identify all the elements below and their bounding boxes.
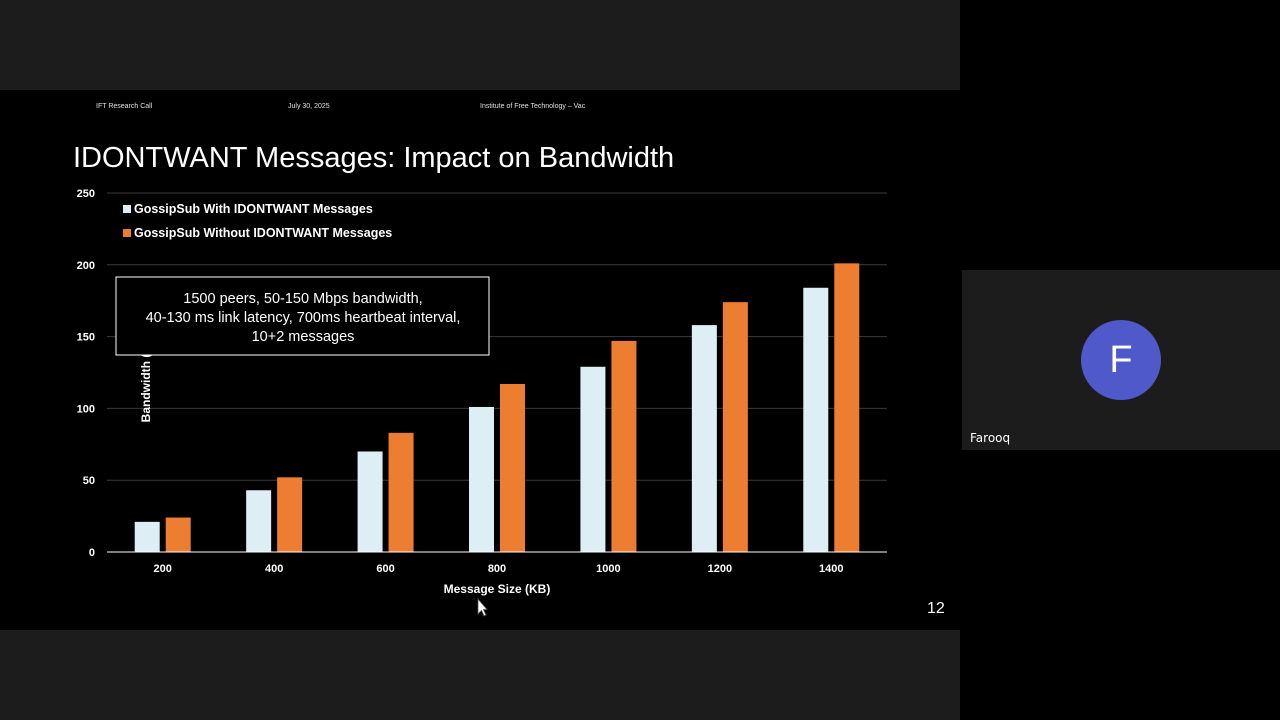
x-tick-label: 200: [154, 563, 172, 575]
x-tick-label: 1000: [596, 563, 620, 575]
bar-with-idontwant-600: [357, 451, 383, 552]
y-tick-label: 200: [77, 260, 95, 272]
y-tick-label: 100: [77, 403, 95, 415]
annotation-box: 1500 peers, 50-150 Mbps bandwidth, 40-13…: [115, 276, 490, 356]
stage-top-bar: [0, 0, 960, 90]
y-tick-label: 150: [77, 332, 95, 344]
bar-without-idontwant-600: [388, 432, 414, 552]
bar-with-idontwant-1400: [803, 287, 829, 552]
slide-title: IDONTWANT Messages: Impact on Bandwidth: [73, 142, 675, 174]
bar-without-idontwant-1400: [834, 263, 860, 552]
stage-bottom-bar: [0, 630, 960, 720]
shared-slide: IFT Research Call July 30, 2025 Institut…: [0, 90, 960, 630]
participant-avatar: F: [1081, 320, 1161, 400]
legend-swatch-without: [123, 229, 131, 237]
x-tick-label: 600: [376, 563, 394, 575]
bar-without-idontwant-400: [277, 477, 303, 552]
x-tick-label: 1200: [708, 563, 732, 575]
x-tick-label: 400: [265, 563, 283, 575]
header-date: July 30, 2025: [288, 103, 330, 110]
y-tick-label: 50: [83, 475, 95, 487]
header-left: IFT Research Call: [96, 103, 153, 110]
bar-with-idontwant-200: [134, 521, 160, 552]
annotation-line-1: 1500 peers, 50-150 Mbps bandwidth,: [183, 291, 422, 307]
x-axis-label: Message Size (KB): [444, 582, 551, 596]
participant-tile[interactable]: F Farooq: [962, 270, 1280, 450]
participant-name: Farooq: [970, 431, 1011, 445]
annotation-line-3: 10+2 messages: [252, 329, 355, 345]
bar-without-idontwant-1200: [722, 302, 748, 552]
bar-with-idontwant-1200: [691, 325, 717, 552]
legend-label-with: GossipSub With IDONTWANT Messages: [134, 202, 373, 216]
bar-with-idontwant-800: [469, 406, 494, 552]
annotation-line-2: 40-130 ms link latency, 700ms heartbeat …: [146, 310, 461, 326]
bar-with-idontwant-1000: [580, 366, 606, 552]
bar-without-idontwant-800: [500, 383, 525, 552]
header-org: Institute of Free Technology – Vac: [480, 103, 586, 110]
y-tick-label: 250: [77, 188, 95, 200]
legend-swatch-with: [123, 205, 131, 213]
bar-without-idontwant-200: [165, 517, 191, 552]
x-tick-label: 1400: [819, 563, 843, 575]
x-tick-label: 800: [488, 563, 506, 575]
bar-with-idontwant-400: [246, 490, 272, 552]
y-tick-label: 0: [89, 547, 95, 559]
legend-label-without: GossipSub Without IDONTWANT Messages: [134, 226, 392, 240]
slide-number: 12: [927, 600, 945, 617]
mouse-cursor-icon: [477, 598, 488, 617]
bar-without-idontwant-1000: [611, 340, 637, 552]
